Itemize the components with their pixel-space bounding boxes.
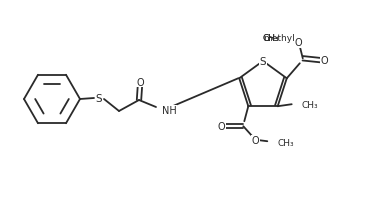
Text: methyl: methyl	[263, 34, 295, 43]
Text: CH₃: CH₃	[262, 34, 279, 43]
Text: O: O	[321, 56, 329, 66]
Text: O: O	[295, 38, 303, 48]
Bar	[254, 33, 284, 43]
Text: NH: NH	[162, 105, 177, 115]
Text: S: S	[96, 94, 102, 103]
Text: CH₃: CH₃	[302, 100, 318, 109]
Text: O: O	[217, 122, 225, 132]
Text: S: S	[260, 57, 266, 67]
Text: CH₃: CH₃	[262, 34, 279, 43]
Text: CH₃: CH₃	[277, 138, 294, 147]
Text: O: O	[252, 136, 259, 145]
Text: O: O	[136, 78, 144, 88]
